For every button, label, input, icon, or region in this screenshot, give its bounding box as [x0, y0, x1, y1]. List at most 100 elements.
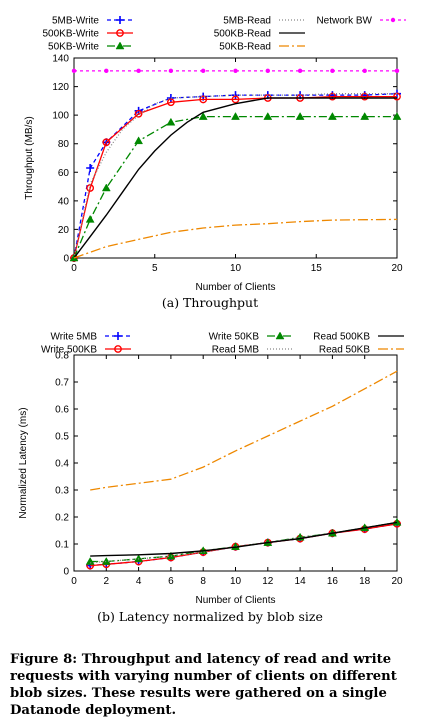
throughput-data-point — [330, 68, 335, 74]
throughput-legend-label: 5MB-Write — [52, 16, 99, 27]
throughput-x-tick-label: 20 — [391, 263, 403, 274]
throughput-x-tick-label: 0 — [71, 263, 77, 274]
latency-legend-marker — [275, 331, 285, 340]
latency-legend-label: Write 5MB — [51, 332, 98, 343]
throughput-series-line — [73, 97, 397, 259]
latency-series-line — [90, 521, 398, 564]
throughput-data-point — [362, 68, 367, 74]
throughput-data-point — [327, 112, 337, 120]
throughput-series-line — [73, 115, 397, 259]
throughput-data-point — [233, 68, 238, 74]
throughput-data-point — [393, 92, 401, 101]
throughput-legend-marker — [390, 17, 396, 23]
latency-legend-label: Write 50KB — [209, 332, 260, 343]
throughput-series-line — [73, 218, 398, 259]
latency-x-tick-label: 10 — [230, 576, 242, 587]
figure-caption-line-4: Datanode deployment. — [10, 703, 177, 718]
throughput-data-point — [86, 164, 95, 172]
throughput-y-tick-label: 120 — [52, 82, 69, 93]
throughput-data-point — [263, 112, 273, 120]
throughput-y-tick-label: 60 — [58, 168, 70, 179]
throughput-x-tick-label: 15 — [311, 263, 323, 274]
throughput-data-point — [166, 94, 175, 102]
throughput-series-line — [73, 93, 397, 259]
latency-series-line — [90, 370, 398, 491]
throughput-data-point — [166, 98, 175, 107]
latency-legend-label: Read 50KB — [319, 345, 370, 356]
throughput-y-tick-label: 100 — [52, 111, 69, 122]
throughput-y-tick-label: 80 — [58, 139, 70, 150]
throughput-data-point — [231, 112, 240, 120]
throughput-data-point — [231, 91, 240, 100]
throughput-subcaption: (a) Throughput — [162, 295, 258, 310]
latency-y-tick-label: 0.4 — [55, 459, 69, 470]
latency-series-line — [90, 521, 398, 563]
throughput-legend-label: Network BW — [316, 16, 372, 27]
latency-x-tick-label: 18 — [359, 576, 371, 587]
latency-y-tick-label: 0.7 — [55, 378, 69, 389]
latency-legend-label: Write 500KB — [41, 345, 97, 356]
throughput-y-tick-label: 40 — [58, 196, 70, 207]
latency-y-tick-label: 0.3 — [55, 486, 69, 497]
figure-caption-line-2: requests with varying number of clients … — [10, 669, 397, 684]
throughput-x-axis-label: Number of Clients — [195, 282, 275, 293]
throughput-data-point — [85, 214, 95, 223]
throughput-data-point — [201, 68, 206, 74]
throughput-series-2 — [69, 112, 402, 262]
latency-x-axis-label: Number of Clients — [195, 595, 275, 606]
throughput-data-point — [104, 68, 109, 74]
latency-y-tick-label: 0 — [63, 567, 69, 578]
latency-x-tick-label: 20 — [391, 576, 403, 587]
latency-data-point — [85, 557, 95, 565]
throughput-data-point — [295, 112, 305, 120]
throughput-x-tick-label: 5 — [152, 263, 158, 274]
throughput-plot-frame — [73, 57, 398, 259]
throughput-data-point — [134, 109, 143, 118]
throughput-y-tick-label: 0 — [63, 254, 69, 265]
throughput-y-tick-label: 140 — [52, 54, 69, 65]
latency-legend-label: Read 5MB — [212, 345, 260, 356]
latency-series-5 — [90, 370, 398, 491]
throughput-data-point — [102, 138, 111, 147]
throughput-data-point — [168, 68, 174, 74]
latency-x-tick-label: 0 — [71, 576, 77, 587]
latency-y-tick-label: 0.8 — [55, 351, 69, 362]
throughput-data-point — [360, 92, 369, 101]
throughput-data-point — [101, 183, 111, 192]
throughput-series-6 — [71, 68, 400, 74]
throughput-data-point — [394, 68, 400, 74]
throughput-series-line — [73, 95, 397, 259]
throughput-legend-marker — [115, 41, 125, 50]
latency-x-tick-label: 2 — [104, 576, 110, 587]
figure-caption-line-3: blob sizes. These results were gathered … — [10, 686, 387, 701]
throughput-legend-label: 50KB-Read — [219, 42, 271, 53]
throughput-data-point — [166, 117, 176, 126]
latency-series-4 — [90, 521, 398, 557]
latency-x-tick-label: 4 — [136, 576, 142, 587]
throughput-data-point — [360, 112, 370, 120]
latency-y-axis-label: Normalized Latency (ms) — [18, 407, 29, 518]
latency-legend-marker — [114, 332, 122, 340]
throughput-y-axis-label: Throughput (MB/s) — [24, 116, 35, 199]
throughput-x-tick-label: 10 — [230, 263, 242, 274]
latency-y-tick-label: 0.2 — [55, 513, 69, 524]
latency-y-tick-label: 0.1 — [55, 540, 69, 551]
latency-data-point — [392, 517, 402, 526]
throughput-data-point — [297, 68, 303, 74]
throughput-data-point — [231, 95, 240, 104]
latency-subcaption: (b) Latency normalized by blob size — [97, 609, 323, 624]
throughput-data-point — [199, 95, 208, 104]
throughput-data-point — [71, 68, 77, 74]
latency-y-tick-label: 0.5 — [55, 432, 69, 443]
throughput-legend-label: 5MB-Read — [223, 16, 271, 27]
latency-legend-label: Read 500KB — [313, 332, 370, 343]
throughput-series-5 — [73, 218, 398, 259]
throughput-data-point — [134, 136, 144, 145]
latency-x-tick-label: 6 — [168, 576, 174, 587]
latency-x-tick-label: 16 — [327, 576, 339, 587]
throughput-legend-label: 50KB-Write — [48, 42, 99, 53]
latency-y-tick-label: 0.6 — [55, 405, 69, 416]
latency-plot-frame — [73, 354, 398, 572]
throughput-data-point — [136, 68, 141, 74]
